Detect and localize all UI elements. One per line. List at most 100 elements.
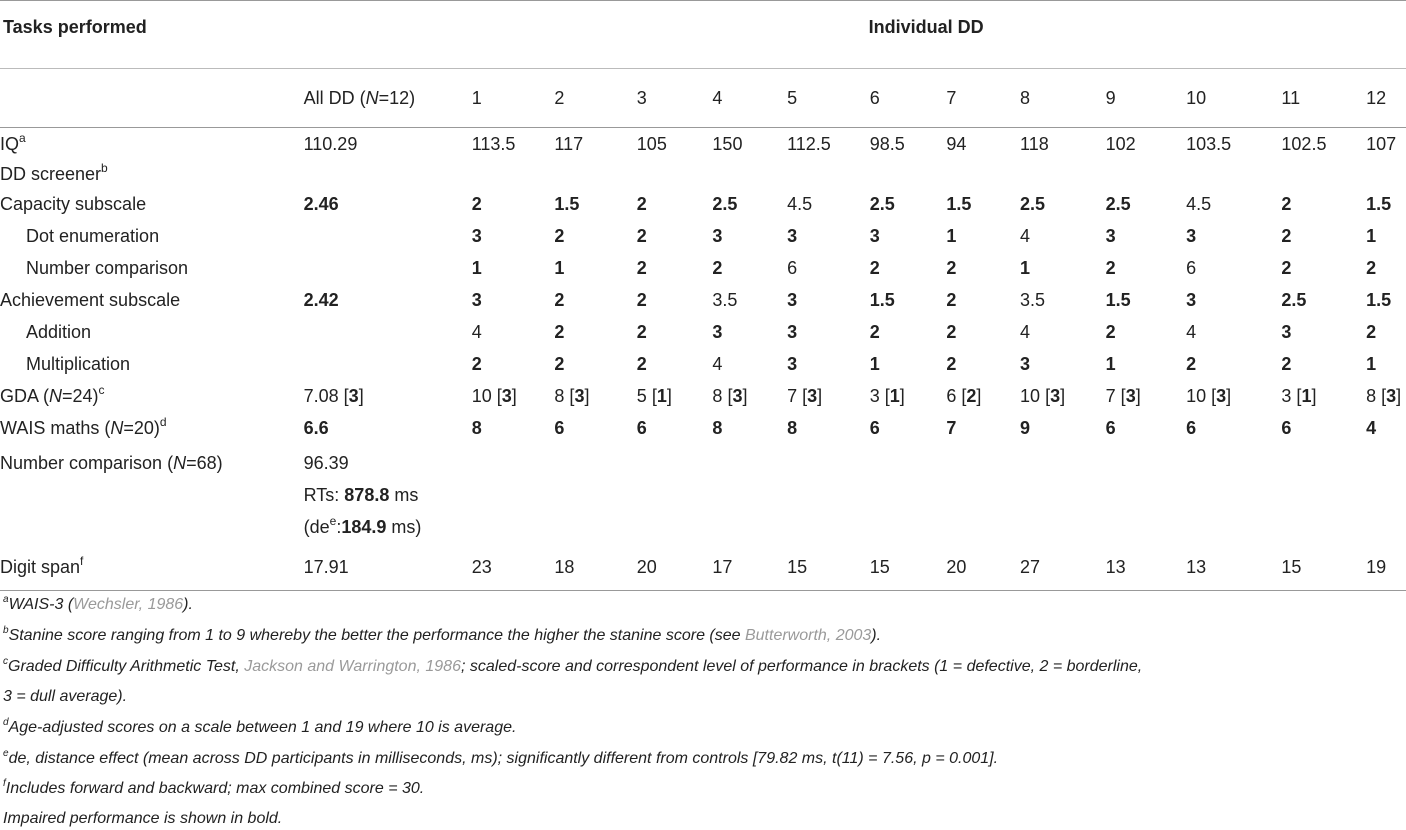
tasks-performed-header: Tasks performed — [3, 17, 147, 37]
row-label-iq: IQa — [0, 128, 304, 161]
wais-value-8: 9 — [1020, 418, 1031, 438]
achievement-value-1: 3 — [471, 290, 482, 310]
footnote-f: fIncludes forward and backward; max comb… — [3, 778, 424, 800]
footnote-c: cGraded Difficulty Arithmetic Test, Jack… — [3, 656, 1142, 678]
iq-value-1: 113.5 — [471, 134, 516, 154]
gda-level-8: 3 — [1050, 386, 1061, 406]
iq-value-2: 117 — [554, 134, 584, 154]
capacity-all: 2.46 — [303, 194, 339, 214]
iq-value-9: 102 — [1105, 134, 1136, 154]
wais-value-2: 6 — [554, 418, 565, 438]
multiplication-value-12: 1 — [1366, 354, 1377, 374]
gda-value-8: 10 [3] — [1020, 386, 1066, 406]
footnote-c-citation[interactable]: Jackson and Warrington, 1986 — [244, 658, 461, 675]
multiplication-value-3: 2 — [636, 354, 647, 374]
footnote-d-text: Age-adjusted scores on a scale between 1… — [8, 719, 517, 736]
dot-enum-value-4: 3 — [712, 226, 723, 246]
achievement-value-2: 2 — [554, 290, 565, 310]
row-iq: IQa 110.29 113.5 117 105 150 112.5 98.5 94 118 1… — [0, 127, 1406, 161]
column-header-5: 5 — [787, 88, 798, 108]
gda-sup: c — [98, 383, 105, 397]
capacity-value-1: 2 — [471, 194, 482, 214]
wais-label-n: N — [110, 418, 124, 438]
gda-score-6: 3 — [869, 386, 880, 406]
digit-span-value-10: 13 — [1186, 556, 1207, 577]
num-comp-sub-value-7: 2 — [946, 258, 957, 278]
capacity-label: Capacity subscale — [0, 194, 147, 214]
digit-span-label-text: Digit span — [0, 556, 81, 577]
dot-enumeration-all — [304, 220, 472, 252]
gda-value-6: 3 [1] — [869, 386, 905, 406]
capacity-value-8: 2.5 — [1020, 194, 1046, 214]
wais-value-6: 6 — [869, 418, 880, 438]
addition-value-8: 4 — [1020, 322, 1031, 342]
gda-level-2: 3 — [574, 386, 585, 406]
gda-score-7: 6 — [946, 386, 957, 406]
capacity-value-3: 2 — [636, 194, 647, 214]
gda-value-11: 3 [1] — [1281, 386, 1317, 406]
addition-value-9: 2 — [1105, 322, 1116, 342]
num-comp-sub-value-6: 2 — [869, 258, 880, 278]
num-comp-sub-value-5: 6 — [787, 258, 798, 278]
gda-all-score: 7.08 — [303, 386, 339, 406]
footnote-c-line2: 3 = dull average). — [3, 688, 128, 705]
dot-enum-value-9: 3 — [1105, 226, 1116, 246]
footnote-impaired: Impaired performance is shown in bold. — [3, 810, 283, 827]
achievement-value-6: 1.5 — [869, 290, 895, 310]
multiplication-all — [304, 348, 472, 380]
gda-score-11: 3 — [1281, 386, 1292, 406]
row-gda: GDA (N=24)c 7.08 [3] 10 [3] 8 [3] 5 [1] 8 [… — [0, 380, 1406, 412]
row-dd-screener: DD screenerb — [0, 160, 1406, 188]
number-comparison-label-n: N — [173, 453, 187, 473]
dot-enum-value-1: 3 — [471, 226, 482, 246]
gda-value-1: 10 [3] — [471, 386, 517, 406]
multiplication-value-2: 2 — [554, 354, 565, 374]
footnote-b-text: Stanine score ranging from 1 to 9 whereb… — [8, 627, 745, 644]
dot-enum-value-6: 3 — [869, 226, 880, 246]
de-unit: ms) — [386, 517, 422, 537]
digit-span-value-5: 15 — [787, 556, 808, 577]
column-header-8: 8 — [1020, 88, 1031, 108]
row-number-comparison-sub: Number comparison 1 1 2 2 6 2 2 1 2 6 2 2 — [0, 252, 1406, 284]
addition-value-12: 2 — [1366, 322, 1377, 342]
gda-level-6: 1 — [889, 386, 900, 406]
dot-enum-value-3: 2 — [636, 226, 647, 246]
footnote-d-mark: d — [3, 716, 9, 728]
column-header-10: 10 — [1186, 88, 1207, 108]
achievement-value-4: 3.5 — [712, 290, 738, 310]
addition-all — [304, 316, 472, 348]
footnote-c-text-end: ; scaled-score and correspondent level o… — [460, 658, 1143, 675]
capacity-value-11: 2 — [1281, 194, 1292, 214]
de-colon: : — [336, 517, 342, 537]
addition-value-5: 3 — [787, 322, 798, 342]
addition-value-10: 4 — [1186, 322, 1197, 342]
gda-label-n: N — [49, 386, 63, 406]
footnote-e: ede, distance effect (mean across DD par… — [3, 748, 998, 770]
wais-label-prefix: WAIS maths ( — [0, 418, 111, 438]
footnote-e-text: de, distance effect (mean across DD part… — [8, 750, 999, 767]
gda-level-3: 1 — [656, 386, 667, 406]
gda-score-9: 7 — [1105, 386, 1116, 406]
number-comparison-all: 96.39 RTs: 878.8 ms (dee:184.9 ms) — [304, 444, 1406, 543]
column-header-3: 3 — [636, 88, 647, 108]
multiplication-value-8: 3 — [1020, 354, 1031, 374]
wais-value-7: 7 — [946, 418, 957, 438]
column-header-11: 11 — [1281, 88, 1301, 108]
wais-value-1: 8 — [471, 418, 482, 438]
digit-span-value-12: 19 — [1366, 556, 1387, 577]
de-value: 184.9 — [341, 517, 387, 537]
multiplication-label: Multiplication — [26, 354, 131, 374]
addition-value-6: 2 — [869, 322, 880, 342]
achievement-label: Achievement subscale — [0, 290, 181, 310]
wais-value-9: 6 — [1105, 418, 1116, 438]
all-dd-suffix: =12) — [378, 88, 416, 108]
footnote-b-citation[interactable]: Butterworth, 2003 — [744, 627, 872, 644]
row-achievement: Achievement subscale 2.42 3 2 2 3.5 3 1.5 2 3.5… — [0, 284, 1406, 316]
footnote-a-citation[interactable]: Wechsler, 1986 — [73, 596, 184, 613]
multiplication-value-1: 2 — [471, 354, 482, 374]
gda-score-2: 8 — [554, 386, 565, 406]
multiplication-value-9: 1 — [1105, 354, 1116, 374]
gda-value-5: 7 [3] — [787, 386, 823, 406]
row-dot-enumeration: Dot enumeration 3 2 2 3 3 3 1 4 3 3 2 1 — [0, 220, 1406, 252]
capacity-value-4: 2.5 — [712, 194, 738, 214]
